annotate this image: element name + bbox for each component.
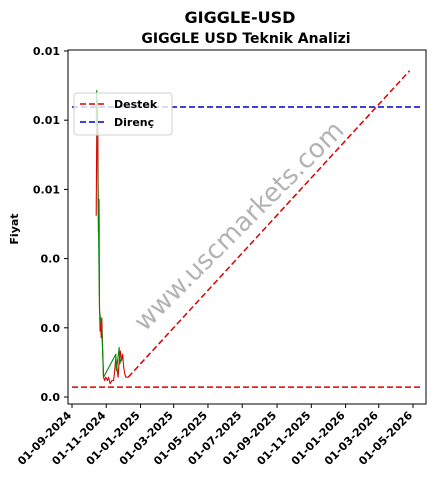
y-tick-label: 0.01 — [33, 45, 60, 58]
plot-frame — [67, 49, 427, 405]
y-tick-label: 0.01 — [33, 183, 60, 196]
series-line-3 — [95, 99, 129, 385]
legend-label-direnc: Direnç — [114, 116, 154, 129]
y-tick-label: 0.0 — [41, 391, 61, 404]
y-axis: 0.0 0.0 0.0 0.01 0.01 0.01 — [33, 45, 68, 404]
chart-title: GIGGLE USD Teknik Analizi — [141, 31, 350, 47]
y-tick-label: 0.0 — [41, 322, 61, 335]
legend: Destek Direnç — [73, 92, 173, 136]
y-axis-label: Fiyat — [8, 213, 21, 244]
y-tick-label: 0.01 — [33, 114, 60, 127]
y-tick-label: 0.0 — [41, 253, 61, 266]
chart-suptitle: GIGGLE-USD — [185, 8, 296, 27]
legend-label-destek: Destek — [114, 98, 158, 111]
x-axis: 01-09-202401-11-202401-01-202501-03-2025… — [15, 404, 415, 468]
series-line-2 — [127, 70, 411, 378]
